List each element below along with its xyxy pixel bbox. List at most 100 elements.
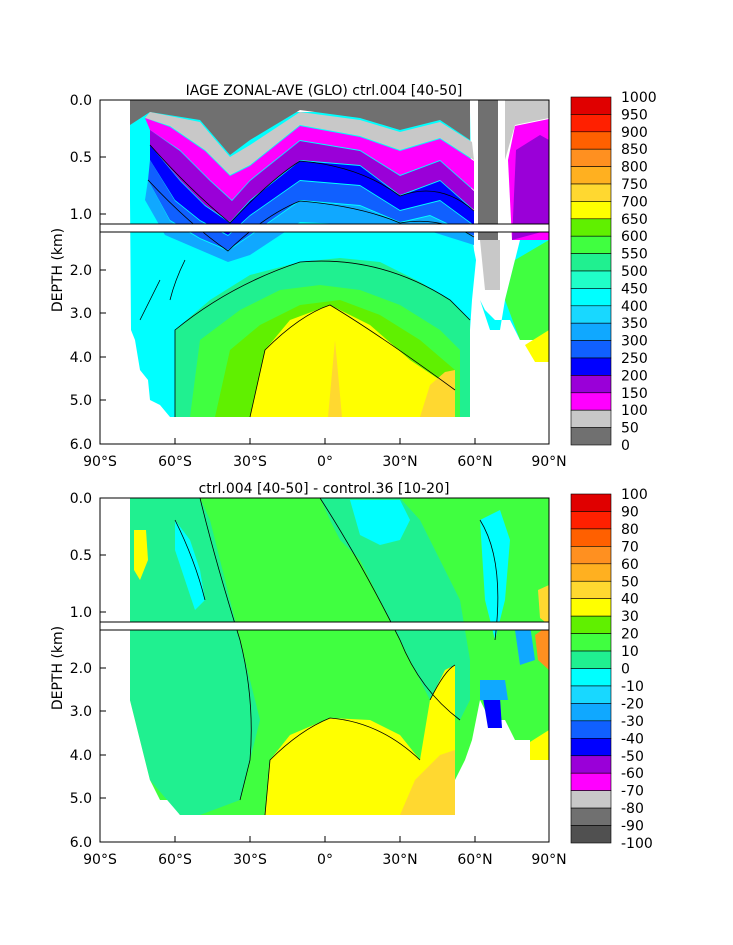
p1-colorbar-swatch-12 bbox=[570, 305, 612, 324]
p2-yellow-deep bbox=[265, 665, 455, 815]
p1-orange-deep bbox=[420, 370, 455, 417]
p1-arctic-yellow bbox=[525, 330, 549, 362]
p2-xtick-4: 30°N bbox=[382, 852, 417, 868]
p2-colorbar-label-16: -60 bbox=[621, 766, 644, 782]
p1-ytick-5: 4.0 bbox=[70, 350, 92, 366]
p2-cyan-patch-3 bbox=[480, 510, 510, 640]
p1-colorbar-swatch-4 bbox=[570, 166, 612, 185]
p2-xtick-5: 60°N bbox=[457, 852, 492, 868]
p2-cyan-patch-2 bbox=[350, 500, 410, 545]
p2-xtick-6: 90°N bbox=[531, 852, 566, 868]
p2-colorbar-swatch-6 bbox=[570, 598, 612, 617]
panel-1-ylabel: DEPTH (km) bbox=[50, 228, 66, 312]
p2-colorbar-label-7: 30 bbox=[621, 609, 639, 625]
p1-ytick-2: 1.0 bbox=[70, 207, 92, 223]
panel-1-field bbox=[100, 100, 549, 444]
p1-colorbar-label-15: 750 bbox=[621, 177, 648, 193]
p1-xtick-0: 90°S bbox=[83, 454, 117, 470]
p1-gap-gray bbox=[478, 100, 498, 240]
p1-colorbar-label-13: 650 bbox=[621, 212, 648, 228]
p1-colorbar-label-9: 450 bbox=[621, 281, 648, 297]
p1-colorbar-label-6: 300 bbox=[621, 334, 648, 350]
p2-ytick-3: 2.0 bbox=[70, 661, 92, 677]
p1-colorbar-label-8: 400 bbox=[621, 299, 648, 315]
p2-colorbar-label-8: 20 bbox=[621, 627, 639, 643]
p2-colorbar-label-5: 50 bbox=[621, 574, 639, 590]
p2-colorbar-swatch-12 bbox=[570, 703, 612, 722]
p1-ytick-7: 6.0 bbox=[70, 437, 92, 453]
p2-colorbar-label-0: 100 bbox=[621, 487, 648, 503]
p2-arctic-orange bbox=[535, 625, 549, 670]
p1-colorbar-swatch-0 bbox=[570, 96, 612, 115]
p1-colorbar-swatch-5 bbox=[570, 183, 612, 202]
p1-xtick-6: 90°N bbox=[531, 454, 566, 470]
p1-colorbar-swatch-10 bbox=[570, 270, 612, 289]
p2-colorbar-label-11: -10 bbox=[621, 679, 644, 695]
panel-2-x-ticks: 90°S 60°S 30°S 0° 30°N 60°N 90°N bbox=[83, 852, 567, 868]
p1-blue-layer bbox=[150, 145, 474, 235]
p2-ytick-5: 4.0 bbox=[70, 748, 92, 764]
p1-colorbar-swatch-1 bbox=[570, 114, 612, 133]
p2-colorbar-swatch-1 bbox=[570, 511, 612, 530]
p2-colorbar-swatch-7 bbox=[570, 615, 612, 634]
p1-lightblue-layer bbox=[145, 180, 474, 262]
p1-colorbar-label-11: 550 bbox=[621, 247, 648, 263]
p2-xtick-2: 30°S bbox=[233, 852, 267, 868]
panel-2-field bbox=[100, 498, 549, 842]
p1-ytick-6: 5.0 bbox=[70, 393, 92, 409]
p1-yellow-deep bbox=[250, 305, 455, 417]
p2-colorbar-label-10: 0 bbox=[621, 662, 630, 678]
p2-colorbar-label-17: -70 bbox=[621, 784, 644, 800]
p1-colorbar-label-17: 850 bbox=[621, 142, 648, 158]
p1-colorbar-swatch-3 bbox=[570, 148, 612, 167]
p1-ytick-1: 0.5 bbox=[70, 150, 92, 166]
p1-colorbar-label-7: 350 bbox=[621, 316, 648, 332]
panel-2-colorbar: 1009080706050403020100-10-20-30-40-50-60… bbox=[570, 487, 653, 852]
p2-colorbar-label-1: 90 bbox=[621, 504, 639, 520]
p2-colorbar-swatch-5 bbox=[570, 580, 612, 600]
p1-colorbar-swatch-11 bbox=[570, 288, 612, 307]
p2-yellow-left bbox=[134, 530, 148, 580]
p2-colorbar-label-12: -20 bbox=[621, 696, 644, 712]
p1-colorbar-label-10: 500 bbox=[621, 264, 648, 280]
p2-colorbar-label-18: -80 bbox=[621, 801, 644, 817]
p2-xtick-3: 0° bbox=[317, 852, 333, 868]
p1-colorbar-swatch-2 bbox=[570, 131, 612, 150]
p1-colorbar-swatch-16 bbox=[570, 375, 612, 394]
p1-ytick-0: 0.0 bbox=[70, 93, 92, 109]
p2-arctic-yellow bbox=[538, 585, 549, 625]
panel-2-title: ctrl.004 [40-50] - control.36 [10-20] bbox=[199, 481, 450, 497]
p1-purple-layer bbox=[150, 130, 474, 222]
p2-green-mid bbox=[260, 498, 470, 720]
p1-arctic-purple bbox=[512, 135, 549, 240]
p1-arctic-gray bbox=[505, 100, 549, 160]
p2-colorbar-swatch-10 bbox=[570, 668, 612, 687]
p1-lightgray-layer bbox=[145, 112, 474, 175]
p1-colorbar-swatch-8 bbox=[570, 235, 612, 254]
panel-1-tick-marks bbox=[100, 156, 476, 444]
p2-colorbar-swatch-4 bbox=[570, 563, 612, 582]
p1-colorbar-label-19: 950 bbox=[621, 107, 648, 123]
p2-colorbar-swatch-3 bbox=[570, 546, 612, 565]
p2-colorbar-label-3: 70 bbox=[621, 539, 639, 555]
p2-blue-patch bbox=[483, 698, 502, 728]
p2-orange-deep bbox=[400, 750, 455, 815]
p2-colorbar-label-20: -100 bbox=[621, 836, 653, 852]
p2-contours bbox=[174, 498, 499, 816]
p1-colorbar-swatch-14 bbox=[570, 340, 612, 359]
p2-ytick-4: 3.0 bbox=[70, 704, 92, 720]
p2-colorbar-label-15: -50 bbox=[621, 749, 644, 765]
p1-colorbar-label-12: 600 bbox=[621, 229, 648, 245]
p2-green-band bbox=[130, 498, 260, 815]
p1-colorbar-label-14: 700 bbox=[621, 194, 648, 210]
p2-colorbar-swatch-19 bbox=[570, 825, 612, 844]
p2-colorbar-swatch-14 bbox=[570, 737, 612, 757]
p2-ytick-1: 0.5 bbox=[70, 548, 92, 564]
p2-colorbar-swatch-15 bbox=[570, 755, 612, 774]
p1-colorbar-label-18: 900 bbox=[621, 125, 648, 141]
p2-colorbar-swatch-13 bbox=[570, 720, 612, 739]
p1-colorbar-label-2: 100 bbox=[621, 403, 648, 419]
p1-arctic-deep bbox=[505, 240, 549, 340]
